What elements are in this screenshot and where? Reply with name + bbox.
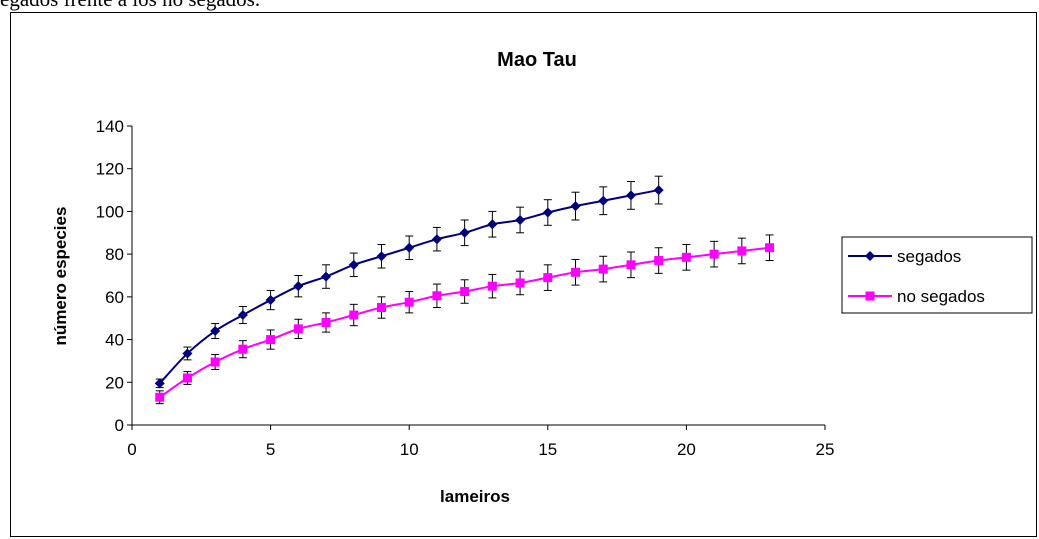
data-point-square [432, 291, 442, 301]
data-point-square [709, 249, 719, 259]
data-point-square [681, 252, 691, 262]
data-point-square [155, 392, 165, 402]
legend-marker-square [865, 291, 875, 301]
data-point-diamond [598, 195, 609, 206]
data-point-square [321, 317, 331, 327]
y-tick-label: 140 [96, 117, 124, 136]
data-point-diamond [376, 251, 387, 262]
x-tick-label: 0 [127, 440, 136, 459]
data-point-diamond [210, 326, 221, 337]
y-tick-label: 100 [96, 202, 124, 221]
data-point-square [487, 281, 497, 291]
data-point-square [182, 373, 192, 383]
legend-label: no segados [897, 287, 985, 306]
data-point-diamond [653, 185, 664, 196]
y-tick-label: 0 [115, 416, 124, 435]
x-tick-label: 10 [400, 440, 419, 459]
data-point-diamond [570, 201, 581, 212]
data-point-square [293, 324, 303, 334]
data-point-diamond [237, 310, 248, 321]
data-point-square [765, 243, 775, 253]
data-point-diamond [182, 348, 193, 359]
chart-title: Mao Tau [497, 49, 577, 71]
data-point-diamond [542, 207, 553, 218]
x-tick-label: 20 [677, 440, 696, 459]
data-point-square [626, 260, 636, 270]
legend-box [841, 236, 1033, 314]
y-tick-label: 80 [105, 245, 124, 264]
data-point-square [266, 335, 276, 345]
data-point-square [737, 246, 747, 256]
y-tick-label: 60 [105, 288, 124, 307]
data-point-square [515, 278, 525, 288]
x-tick-label: 5 [266, 440, 275, 459]
legend-label: segados [897, 247, 961, 266]
axes: 0 20 40 60 80 100 120 140 0 5 10 15 20 25 [96, 117, 835, 459]
y-tick-label: 120 [96, 160, 124, 179]
data-point-diamond [459, 227, 470, 238]
x-axis-label: lameiros [440, 487, 510, 506]
data-point-diamond [321, 271, 332, 282]
data-point-diamond [431, 234, 442, 245]
data-point-square [460, 287, 470, 297]
x-tick-label: 25 [816, 440, 835, 459]
data-point-square [349, 310, 359, 320]
document-caption-fragment: egados frente a los no segados. [0, 0, 260, 12]
data-point-diamond [154, 378, 165, 389]
data-point-square [598, 264, 608, 274]
data-point-diamond [265, 295, 276, 306]
series-line [158, 189, 659, 385]
y-tick-label: 40 [105, 331, 124, 350]
y-tick-label: 20 [105, 373, 124, 392]
x-tick-label: 15 [538, 440, 557, 459]
data-point-diamond [404, 242, 415, 253]
data-point-diamond [625, 190, 636, 201]
data-point-diamond [293, 281, 304, 292]
data-point-diamond [487, 219, 498, 230]
data-point-square [543, 273, 553, 283]
series-line [159, 246, 770, 399]
data-point-square [654, 256, 664, 266]
data-point-square [210, 357, 220, 367]
data-point-diamond [515, 214, 526, 225]
legend: segados no segados [841, 236, 1033, 314]
data-point-diamond [348, 259, 359, 270]
series-layer [154, 175, 775, 405]
y-axis-label: número especies [51, 207, 70, 346]
data-point-square [404, 297, 414, 307]
data-point-square [238, 344, 248, 354]
data-point-square [376, 303, 386, 313]
series-no-segados [155, 234, 775, 405]
legend-marker-diamond [865, 251, 875, 261]
data-point-square [571, 267, 581, 277]
series-segados [154, 175, 664, 389]
